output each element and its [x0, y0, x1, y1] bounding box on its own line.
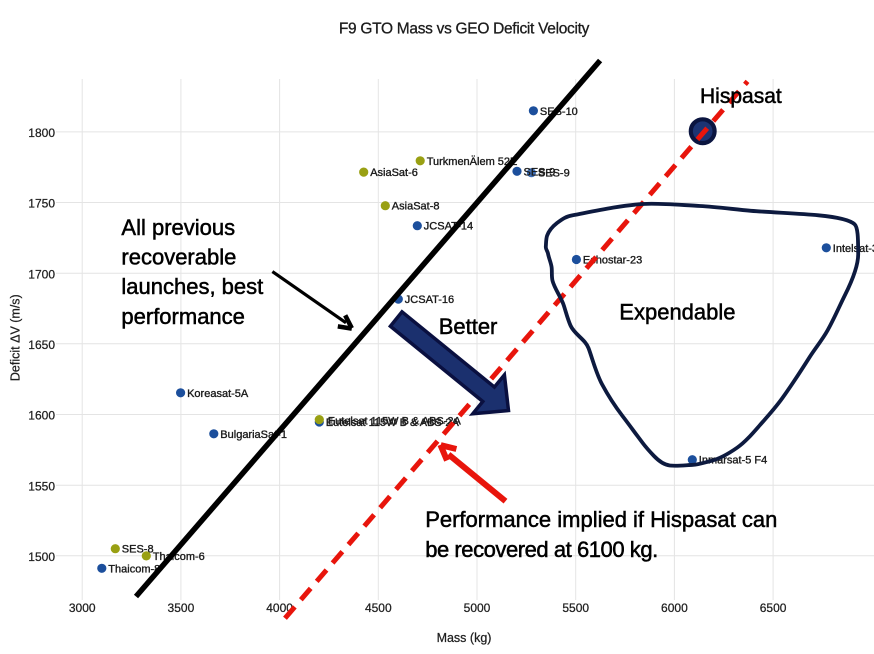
svg-text:JCSAT-16: JCSAT-16 — [405, 294, 454, 306]
svg-text:Thaicom-8: Thaicom-8 — [108, 563, 160, 575]
svg-text:Deficit ΔV (m/s): Deficit ΔV (m/s) — [9, 294, 23, 381]
svg-text:performance: performance — [121, 304, 245, 329]
svg-text:Eutelsat 115W B & ABS-2A: Eutelsat 115W B & ABS-2A — [326, 417, 460, 429]
svg-text:Koreasat-5A: Koreasat-5A — [187, 388, 249, 400]
svg-text:5000: 5000 — [464, 601, 491, 615]
svg-text:Echostar-23: Echostar-23 — [583, 255, 642, 267]
svg-text:TurkmenÄlem 52E: TurkmenÄlem 52E — [427, 156, 518, 168]
svg-text:4000: 4000 — [266, 601, 293, 615]
svg-text:3500: 3500 — [168, 601, 195, 615]
svg-text:3000: 3000 — [69, 601, 96, 615]
svg-text:AsiaSat-6: AsiaSat-6 — [370, 167, 418, 179]
svg-text:Mass (kg): Mass (kg) — [437, 631, 492, 645]
svg-text:1500: 1500 — [28, 550, 55, 564]
svg-text:Thaicom-6: Thaicom-6 — [153, 551, 205, 563]
svg-text:5500: 5500 — [562, 601, 589, 615]
svg-text:Better: Better — [439, 314, 498, 339]
svg-text:1800: 1800 — [28, 126, 55, 140]
svg-text:JCSAT-14: JCSAT-14 — [424, 221, 473, 233]
svg-text:SES-8: SES-8 — [122, 544, 154, 556]
svg-text:SES-9: SES-9 — [538, 168, 570, 180]
svg-text:1550: 1550 — [28, 479, 55, 493]
svg-text:launches, best: launches, best — [121, 274, 263, 299]
svg-text:6000: 6000 — [661, 601, 688, 615]
svg-text:Performance implied if Hispasa: Performance implied if Hispasat can — [425, 507, 777, 532]
svg-text:1700: 1700 — [28, 267, 55, 281]
svg-text:be recovered at 6100 kg.: be recovered at 6100 kg. — [425, 537, 658, 562]
svg-text:Expendable: Expendable — [619, 300, 735, 325]
svg-text:1750: 1750 — [28, 197, 55, 211]
svg-text:recoverable: recoverable — [121, 245, 236, 270]
svg-text:6500: 6500 — [760, 601, 787, 615]
svg-text:Intelsat-35: Intelsat-35 — [833, 243, 874, 255]
svg-text:1600: 1600 — [28, 409, 55, 423]
svg-text:1650: 1650 — [28, 338, 55, 352]
svg-text:AsiaSat-8: AsiaSat-8 — [392, 201, 440, 213]
svg-text:Eutelsat 115W B & ABS-2A: Eutelsat 115W B & ABS-2A — [328, 416, 462, 428]
svg-text:F9 GTO Mass vs GEO Deficit Vel: F9 GTO Mass vs GEO Deficit Velocity — [339, 21, 590, 38]
svg-text:4500: 4500 — [365, 601, 392, 615]
svg-text:SES-9: SES-9 — [524, 166, 556, 178]
svg-text:All previous: All previous — [121, 215, 235, 240]
svg-text:Hispasat: Hispasat — [700, 85, 782, 108]
